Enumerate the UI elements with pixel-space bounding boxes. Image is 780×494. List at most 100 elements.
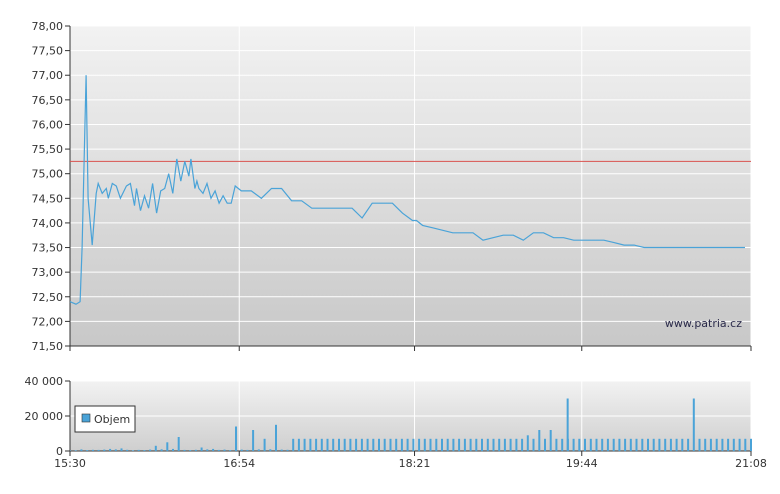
volume-bar <box>217 449 220 451</box>
price-grid <box>69 25 752 347</box>
volume-bar <box>709 438 712 452</box>
volume-bar <box>149 449 152 451</box>
volume-bar <box>297 438 300 452</box>
volume-bar <box>332 438 335 452</box>
price-y-axis: 71,50 72,00 72,50 73,00 73,50 74,00 74,50 75,00… <box>32 20 70 353</box>
volume-bar <box>727 438 730 452</box>
volume-bar <box>120 448 123 451</box>
volume-bar <box>280 449 283 451</box>
volume-bar <box>515 438 518 452</box>
price-series-line <box>69 75 745 305</box>
x-tick-label: 18:21 <box>399 457 431 470</box>
volume-bar <box>143 450 146 451</box>
volume-bar <box>103 449 106 451</box>
volume-bar <box>561 438 564 452</box>
price-y-tick-label: 76,00 <box>32 118 64 131</box>
volume-bar <box>412 438 415 452</box>
volume-bar <box>687 438 690 452</box>
volume-bar <box>395 438 398 452</box>
volume-bar <box>732 438 735 452</box>
x-tick-label: 21:08 <box>735 457 767 470</box>
volume-bar <box>80 449 83 451</box>
price-y-tick-label: 75,00 <box>32 168 64 181</box>
volume-bar <box>74 450 77 451</box>
volume-bar <box>721 438 724 452</box>
watermark: www.patria.cz <box>665 317 742 330</box>
price-y-tick-label: 73,50 <box>32 242 64 255</box>
volume-bar <box>647 438 649 452</box>
price-plot-background <box>70 26 751 346</box>
price-y-tick-label: 76,50 <box>32 94 64 107</box>
volume-bar <box>86 450 89 451</box>
volume-bar <box>355 438 358 452</box>
volume-bar <box>578 438 581 452</box>
volume-bar <box>492 438 495 452</box>
volume-bar <box>475 438 478 452</box>
volume-bar <box>652 438 655 452</box>
volume-bar <box>114 449 117 451</box>
volume-bar <box>206 449 209 451</box>
volume-bar <box>303 438 306 452</box>
volume-bar <box>692 398 695 451</box>
price-y-tick-label: 73,00 <box>32 266 64 279</box>
volume-bar <box>738 438 741 452</box>
volume-bar <box>469 438 472 452</box>
volume-bar <box>160 449 163 452</box>
price-panel: 71,50 72,00 72,50 73,00 73,50 74,00 74,50 75,00… <box>32 20 752 353</box>
volume-bar <box>675 438 678 452</box>
volume-bar <box>669 438 672 452</box>
volume-bar <box>750 438 752 452</box>
volume-bar <box>503 438 506 452</box>
price-y-tick-label: 71,50 <box>32 340 64 353</box>
volume-bar <box>584 438 586 452</box>
volume-bar <box>326 438 329 452</box>
volume-bar <box>229 450 232 451</box>
volume-bar <box>601 438 604 452</box>
volume-bar <box>463 438 466 452</box>
volume-bar <box>538 430 541 451</box>
volume-bar <box>97 449 100 451</box>
price-y-tick-label: 77,50 <box>32 45 64 58</box>
price-y-tick-label: 75,50 <box>32 143 64 156</box>
volume-bar <box>400 438 403 452</box>
volume-bar <box>320 438 323 452</box>
volume-legend: Objem <box>74 405 136 433</box>
volume-bar <box>595 438 598 452</box>
volume-bar <box>521 438 524 452</box>
volume-bar <box>252 430 255 451</box>
volume-bar <box>658 438 661 452</box>
volume-bar <box>429 438 432 452</box>
volume-bar <box>109 448 112 451</box>
volume-bar <box>606 438 609 452</box>
volume-bar <box>166 442 169 452</box>
volume-bar <box>509 438 512 452</box>
price-y-tick-label: 72,00 <box>32 315 64 328</box>
volume-bar <box>441 438 443 452</box>
volume-bar <box>246 449 249 451</box>
volume-bar <box>137 449 140 451</box>
volume-bar <box>612 438 615 452</box>
volume-bar <box>200 447 203 451</box>
volume-bar <box>172 448 174 451</box>
volume-bar <box>183 449 186 451</box>
volume-bar <box>343 438 346 452</box>
volume-bar <box>486 438 489 452</box>
x-tick-label: 16:54 <box>223 457 255 470</box>
volume-bar <box>641 438 644 452</box>
price-y-tick-label: 74,00 <box>32 217 64 230</box>
legend-swatch <box>81 413 91 423</box>
volume-bar <box>338 438 340 452</box>
volume-bar <box>366 438 369 452</box>
volume-bar <box>269 449 272 452</box>
volume-bar <box>189 450 192 451</box>
volume-bar <box>309 438 312 452</box>
volume-bar <box>263 438 266 452</box>
volume-bar <box>704 438 707 452</box>
volume-bar <box>532 438 535 452</box>
volume-bar <box>418 438 421 452</box>
volume-bar <box>544 438 546 452</box>
volume-bar <box>275 424 277 452</box>
volume-bar <box>589 438 592 452</box>
